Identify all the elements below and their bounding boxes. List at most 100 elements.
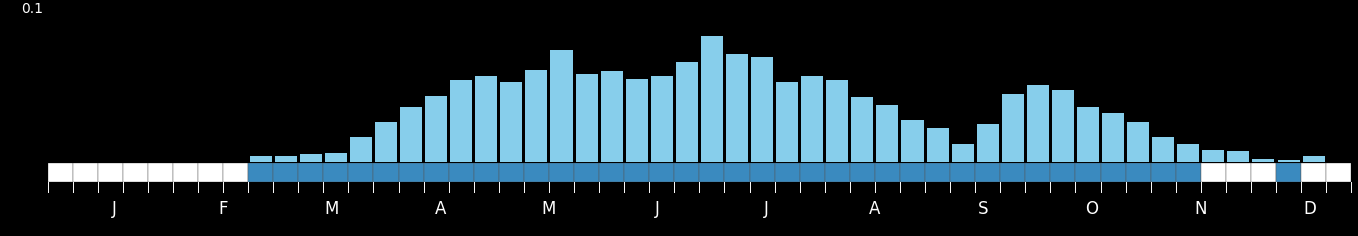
- Bar: [1126, 163, 1150, 182]
- Bar: [323, 163, 349, 182]
- Bar: [875, 163, 900, 182]
- Bar: [148, 163, 172, 182]
- Bar: [699, 163, 724, 182]
- Bar: [801, 76, 823, 162]
- Bar: [675, 163, 699, 182]
- Bar: [1027, 85, 1048, 162]
- Bar: [172, 163, 198, 182]
- Bar: [724, 163, 750, 182]
- Bar: [1001, 163, 1025, 182]
- Bar: [350, 137, 372, 162]
- Bar: [925, 163, 951, 182]
- Bar: [952, 143, 974, 162]
- Bar: [775, 82, 799, 162]
- Bar: [526, 70, 547, 162]
- Bar: [774, 163, 800, 182]
- Text: N: N: [1195, 200, 1207, 218]
- Bar: [1077, 107, 1099, 162]
- Bar: [1101, 113, 1124, 162]
- Bar: [48, 163, 72, 182]
- Bar: [1226, 163, 1251, 182]
- Bar: [448, 163, 474, 182]
- Bar: [1202, 150, 1225, 162]
- Bar: [701, 36, 722, 162]
- Bar: [1252, 159, 1275, 162]
- Bar: [750, 163, 774, 182]
- Bar: [900, 163, 925, 182]
- Bar: [676, 62, 698, 162]
- Bar: [1200, 163, 1226, 182]
- Text: J: J: [655, 200, 660, 218]
- Bar: [498, 163, 524, 182]
- Bar: [600, 71, 623, 162]
- Text: F: F: [219, 200, 228, 218]
- Bar: [1152, 137, 1175, 162]
- Bar: [273, 163, 299, 182]
- Bar: [250, 156, 272, 162]
- Bar: [975, 163, 1001, 182]
- Bar: [98, 163, 122, 182]
- Bar: [72, 163, 98, 182]
- Bar: [474, 163, 498, 182]
- Bar: [398, 163, 424, 182]
- Bar: [349, 163, 373, 182]
- Bar: [500, 82, 523, 162]
- Bar: [524, 163, 549, 182]
- Text: A: A: [869, 200, 880, 218]
- Bar: [373, 163, 398, 182]
- Bar: [1127, 122, 1149, 162]
- Bar: [549, 163, 574, 182]
- Bar: [751, 57, 773, 162]
- Bar: [249, 163, 273, 182]
- Bar: [650, 76, 672, 162]
- Bar: [1251, 163, 1277, 182]
- Bar: [325, 153, 346, 162]
- Text: A: A: [435, 200, 445, 218]
- Bar: [223, 163, 249, 182]
- Bar: [800, 163, 824, 182]
- Bar: [902, 120, 923, 162]
- Bar: [824, 163, 850, 182]
- Bar: [1302, 156, 1324, 162]
- Bar: [599, 163, 625, 182]
- Bar: [626, 79, 648, 162]
- Bar: [851, 97, 873, 162]
- Bar: [1100, 163, 1126, 182]
- Bar: [449, 80, 473, 162]
- Bar: [425, 96, 447, 162]
- Bar: [1176, 163, 1200, 182]
- Text: M: M: [542, 200, 557, 218]
- Bar: [649, 163, 675, 182]
- Bar: [1327, 163, 1351, 182]
- Bar: [1228, 151, 1249, 162]
- Bar: [1150, 163, 1176, 182]
- Text: S: S: [978, 200, 989, 218]
- Bar: [951, 163, 975, 182]
- Bar: [1277, 163, 1301, 182]
- Bar: [576, 74, 598, 162]
- Bar: [1050, 163, 1076, 182]
- Bar: [1002, 94, 1024, 162]
- Text: D: D: [1302, 200, 1316, 218]
- Bar: [1278, 160, 1300, 162]
- Bar: [1025, 163, 1050, 182]
- Bar: [375, 122, 397, 162]
- Bar: [850, 163, 875, 182]
- Text: O: O: [1085, 200, 1099, 218]
- Bar: [1052, 90, 1074, 162]
- Bar: [574, 163, 599, 182]
- Bar: [926, 128, 949, 162]
- Text: J: J: [111, 200, 117, 218]
- Bar: [1076, 163, 1100, 182]
- Bar: [550, 50, 573, 162]
- Bar: [300, 154, 322, 162]
- Text: M: M: [325, 200, 338, 218]
- Bar: [976, 123, 998, 162]
- Bar: [1301, 163, 1327, 182]
- Bar: [274, 156, 297, 162]
- Bar: [299, 163, 323, 182]
- Bar: [122, 163, 148, 182]
- Bar: [876, 105, 899, 162]
- Bar: [401, 107, 422, 162]
- Text: J: J: [763, 200, 769, 218]
